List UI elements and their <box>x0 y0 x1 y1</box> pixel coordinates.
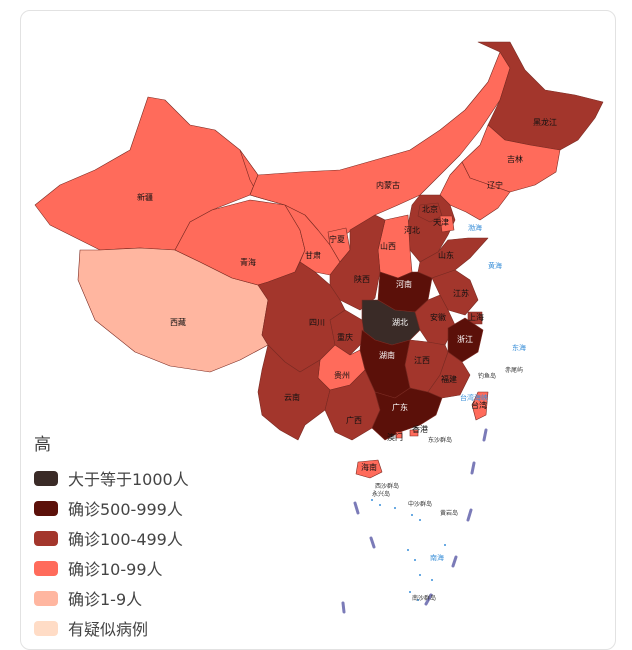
legend-item[interactable]: 确诊500-999人 <box>34 493 189 523</box>
legend-item[interactable]: 确诊10-99人 <box>34 553 189 583</box>
region-tianjin[interactable] <box>439 215 455 233</box>
legend-swatch <box>34 560 58 576</box>
legend: 高 大于等于1000人 确诊500-999人 确诊100-499人 确诊10-99人确… <box>34 430 189 643</box>
province-label: 重庆 <box>337 332 353 342</box>
sea-label: 黄海 <box>488 261 502 270</box>
province-label: 澳门 <box>387 432 403 442</box>
province-label: 广西 <box>346 415 362 425</box>
sea-label: 东海 <box>512 343 526 352</box>
legend-swatch <box>34 470 58 486</box>
province-label: 广东 <box>392 402 408 412</box>
legend-label: 大于等于1000人 <box>68 470 189 489</box>
province-label: 新疆 <box>137 192 153 202</box>
province-label: 北京 <box>422 204 438 214</box>
sea-label: 南海 <box>430 553 444 562</box>
province-label: 河北 <box>404 225 420 235</box>
region-hainan[interactable] <box>355 459 383 479</box>
legend-swatch <box>34 500 58 516</box>
legend-item[interactable]: 确诊100-499人 <box>34 523 189 553</box>
region-neimenggu[interactable] <box>249 51 511 246</box>
province-label: 黑龙江 <box>533 117 557 127</box>
legend-label: 确诊1-9人 <box>68 590 143 609</box>
province-label: 山西 <box>380 241 396 251</box>
legend-item[interactable]: 大于等于1000人 <box>34 463 189 493</box>
legend-swatch <box>34 620 58 636</box>
region-guangdong[interactable] <box>371 387 443 441</box>
province-label: 陕西 <box>354 274 370 284</box>
province-label: 香港 <box>412 424 428 434</box>
province-label: 贵州 <box>334 370 350 380</box>
island-label: 钓鱼岛 <box>478 372 496 380</box>
island-dots <box>371 499 446 601</box>
island-label: 永兴岛 <box>372 490 390 498</box>
province-label: 天津 <box>433 217 449 227</box>
legend-swatch <box>34 590 58 606</box>
legend-item[interactable]: 确诊1-9人 <box>34 583 189 613</box>
legend-title: 高 <box>34 435 51 455</box>
region-yunnan[interactable] <box>257 344 331 441</box>
region-liaoning[interactable] <box>439 161 511 221</box>
province-label: 上海 <box>468 312 484 322</box>
island-label: 西沙群岛 <box>375 482 399 490</box>
province-label: 云南 <box>284 392 300 402</box>
nine-dash-line <box>341 428 488 614</box>
region-macau[interactable] <box>395 431 403 439</box>
province-label: 内蒙古 <box>376 180 400 190</box>
island-label: 中沙群岛 <box>408 500 432 508</box>
island-label: 黄岩岛 <box>440 509 458 517</box>
province-label: 甘肃 <box>305 250 321 260</box>
sea-label: 台湾海峡 <box>460 393 488 402</box>
island-label: 东沙群岛 <box>428 436 452 444</box>
province-label: 台湾 <box>471 400 487 410</box>
region-jilin[interactable] <box>461 124 561 193</box>
legend-swatch <box>34 530 58 546</box>
province-label: 辽宁 <box>487 180 503 190</box>
province-label: 宁夏 <box>329 234 345 244</box>
legend-label: 确诊100-499人 <box>68 530 183 549</box>
province-label: 山东 <box>438 250 454 260</box>
legend-label: 确诊10-99人 <box>68 560 163 579</box>
island-label: 南沙群岛 <box>412 594 436 602</box>
province-label: 四川 <box>309 318 325 327</box>
province-label: 江西 <box>414 356 430 365</box>
sea-label: 渤海 <box>468 223 482 232</box>
province-label: 湖南 <box>379 350 395 360</box>
region-hongkong[interactable] <box>409 429 419 437</box>
province-label: 江苏 <box>453 288 469 298</box>
region-taiwan[interactable] <box>471 391 489 421</box>
legend-items: 大于等于1000人 确诊500-999人 确诊100-499人 确诊10-99人 确诊1… <box>34 463 189 643</box>
province-label: 福建 <box>441 374 457 384</box>
province-label: 海南 <box>361 462 377 472</box>
island-label: 赤尾屿 <box>505 366 523 374</box>
legend-label: 有疑似病例 <box>68 620 149 639</box>
province-label: 河南 <box>396 279 412 289</box>
province-label: 西藏 <box>170 317 186 327</box>
province-label: 浙江 <box>457 334 473 344</box>
province-label: 吉林 <box>507 154 523 164</box>
legend-label: 确诊500-999人 <box>68 500 183 519</box>
region-heilongjiang[interactable] <box>477 41 604 151</box>
region-beijing[interactable] <box>417 202 443 223</box>
province-label: 湖北 <box>392 318 408 327</box>
region-sichuan[interactable] <box>257 261 346 373</box>
province-label: 安徽 <box>430 312 446 322</box>
region-shaanxi[interactable] <box>329 214 386 311</box>
province-label: 青海 <box>240 257 256 267</box>
